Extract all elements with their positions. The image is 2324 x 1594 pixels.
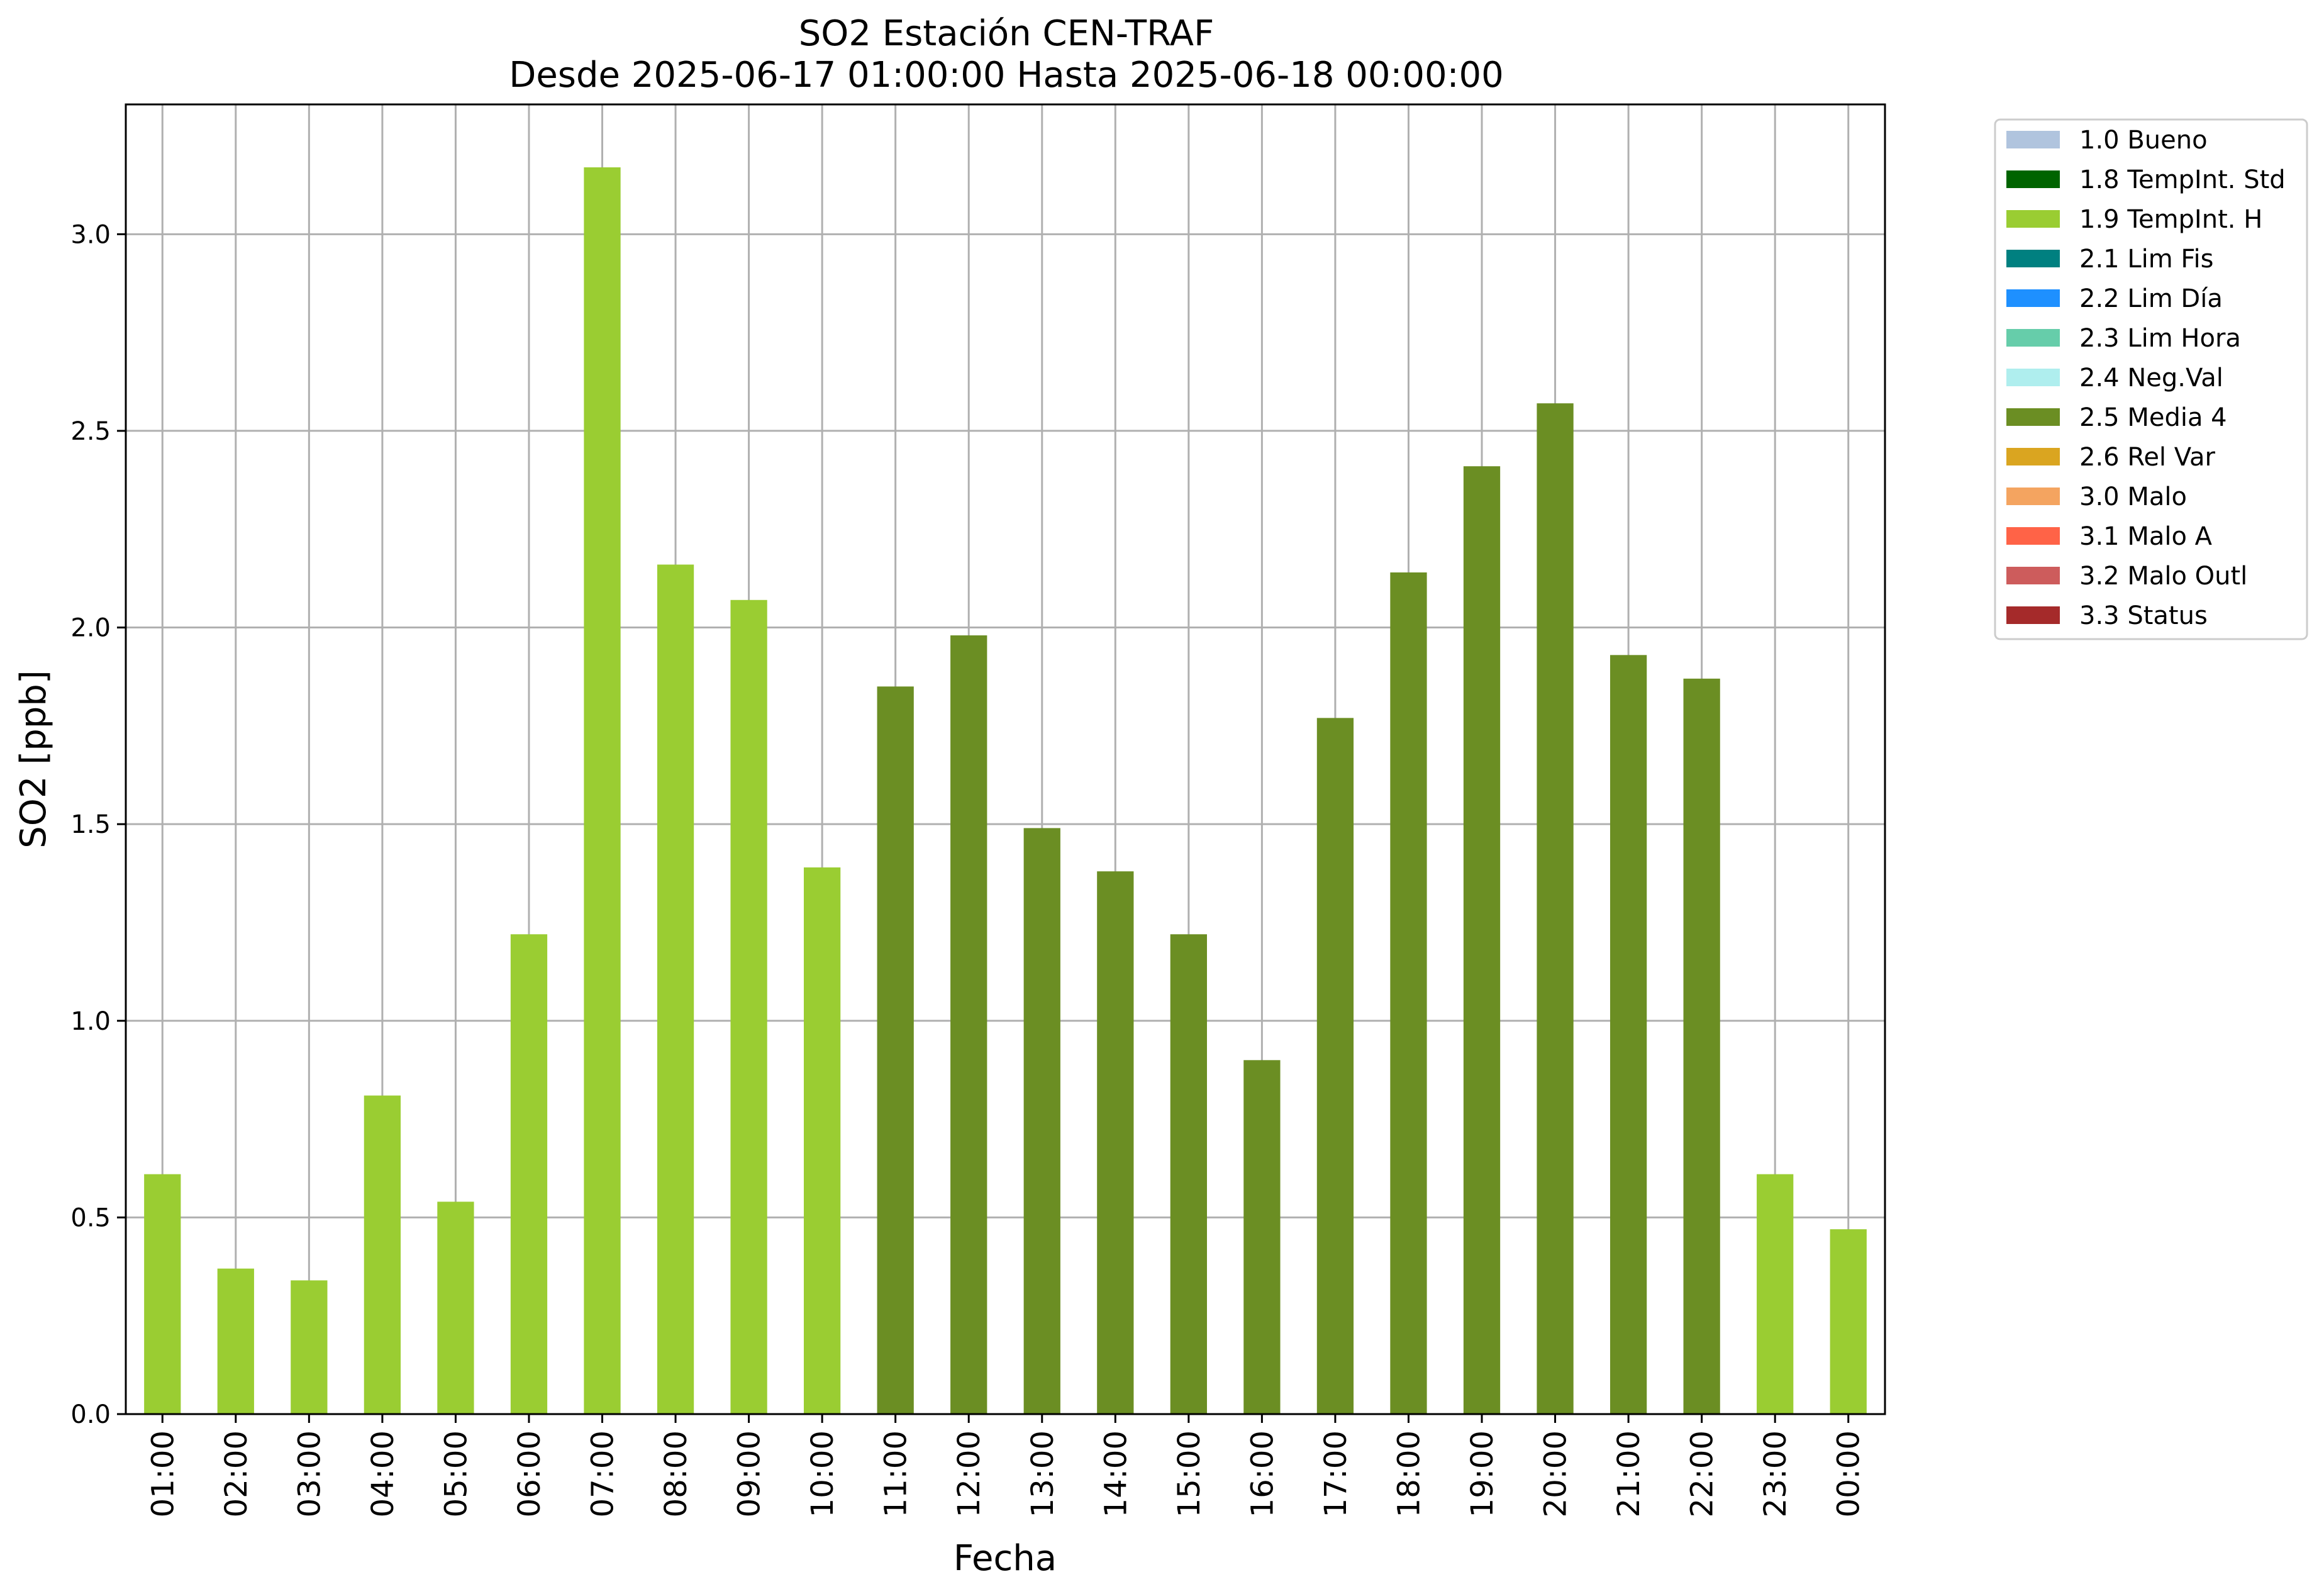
- x-tick-label: 16:00: [1245, 1430, 1280, 1517]
- bar-0600: [510, 934, 548, 1414]
- bar-0500: [437, 1201, 474, 1414]
- chart-subtitle: Desde 2025-06-17 01:00:00 Hasta 2025-06-…: [509, 55, 1504, 96]
- bar-1400: [1097, 871, 1134, 1414]
- legend-label: 2.6 Rel Var: [2079, 443, 2216, 472]
- legend-label: 2.2 Lim Día: [2079, 284, 2223, 313]
- bar-1000: [804, 867, 841, 1414]
- x-tick-label: 05:00: [438, 1430, 474, 1517]
- legend-label: 3.1 Malo A: [2079, 522, 2213, 551]
- legend-swatch: [2006, 131, 2060, 148]
- legend: 1.0 Bueno 1.8 TempInt. Std 1.9 TempInt. H 2…: [1994, 118, 2308, 640]
- legend-swatch: [2006, 289, 2060, 307]
- legend-swatch: [2006, 448, 2060, 465]
- y-tick-label: 2.0: [70, 614, 111, 643]
- legend-swatch: [2006, 606, 2060, 624]
- x-tick-label: 22:00: [1685, 1430, 1720, 1517]
- bar-2000: [1537, 403, 1574, 1414]
- legend-swatch: [2006, 210, 2060, 228]
- x-tick-label: 13:00: [1025, 1430, 1060, 1517]
- y-tick-label: 1.0: [70, 1007, 111, 1036]
- x-tick-label: 19:00: [1465, 1430, 1500, 1517]
- legend-label: 2.5 Media 4: [2079, 403, 2227, 432]
- bar-0100: [144, 1174, 181, 1414]
- x-tick-label: 21:00: [1611, 1430, 1647, 1517]
- legend-swatch: [2006, 329, 2060, 347]
- bar-1200: [950, 635, 987, 1414]
- x-tick-label: 23:00: [1758, 1430, 1793, 1517]
- x-axis-label: Fecha: [954, 1538, 1057, 1579]
- x-tick-label: 10:00: [805, 1430, 840, 1517]
- x-tick-label: 04:00: [365, 1430, 401, 1517]
- y-tick-label: 0.5: [70, 1203, 111, 1232]
- legend-swatch: [2006, 369, 2060, 386]
- y-axis-ticks: 0.0 0.5 1.0 1.5 2.0 2.5 3.0: [70, 220, 126, 1429]
- x-tick-label: 03:00: [292, 1430, 327, 1517]
- bar-0900: [730, 599, 767, 1414]
- bar-1800: [1390, 572, 1427, 1414]
- legend-box: [1994, 118, 2308, 640]
- bar-2100: [1610, 655, 1647, 1414]
- legend-label: 3.3 Status: [2079, 601, 2208, 630]
- x-tick-label: 20:00: [1538, 1430, 1574, 1517]
- legend-label: 2.4 Neg.Val: [2079, 364, 2223, 393]
- legend-items: 1.0 Bueno 1.8 TempInt. Std 1.9 TempInt. H 2…: [2006, 126, 2286, 630]
- legend-swatch: [2006, 250, 2060, 267]
- bar-1300: [1023, 828, 1060, 1414]
- legend-swatch: [2006, 170, 2060, 188]
- legend-label: 1.9 TempInt. H: [2079, 205, 2262, 234]
- x-tick-label: 07:00: [586, 1430, 621, 1517]
- bar-2200: [1683, 678, 1720, 1414]
- y-tick-label: 1.5: [70, 810, 111, 839]
- bar-1700: [1316, 718, 1354, 1414]
- legend-label: 1.8 TempInt. Std: [2079, 165, 2286, 194]
- bar-0300: [291, 1280, 328, 1414]
- legend-label: 3.0 Malo: [2079, 482, 2187, 511]
- legend-label: 2.3 Lim Hora: [2079, 324, 2241, 353]
- x-tick-label: 18:00: [1391, 1430, 1426, 1517]
- x-tick-label: 12:00: [952, 1430, 987, 1517]
- legend-label: 3.2 Malo Outl: [2079, 562, 2247, 591]
- bar-1900: [1463, 466, 1501, 1414]
- x-tick-label: 02:00: [219, 1430, 254, 1517]
- x-tick-label: 15:00: [1172, 1430, 1207, 1517]
- bars: [144, 167, 1867, 1415]
- x-tick-label: 00:00: [1832, 1430, 1867, 1517]
- y-tick-label: 2.5: [70, 417, 111, 446]
- bar-0200: [217, 1268, 254, 1414]
- bar-1500: [1170, 934, 1207, 1414]
- legend-swatch: [2006, 567, 2060, 584]
- chart-title: SO2 Estación CEN-TRAF: [799, 13, 1215, 54]
- bar-0400: [364, 1095, 401, 1414]
- plot-area-frame: [125, 103, 1886, 1415]
- legend-label: 2.1 Lim Fis: [2079, 245, 2213, 274]
- x-tick-label: 06:00: [512, 1430, 547, 1517]
- bar-2300: [1757, 1174, 1794, 1414]
- legend-swatch: [2006, 488, 2060, 505]
- bar-1600: [1243, 1060, 1281, 1414]
- x-tick-label: 14:00: [1098, 1430, 1133, 1517]
- y-axis-label: SO2 [ppb]: [13, 670, 54, 848]
- x-tick-label: 11:00: [879, 1430, 914, 1517]
- x-tick-label: 08:00: [659, 1430, 694, 1517]
- y-tick-label: 3.0: [70, 220, 111, 249]
- x-tick-label: 17:00: [1318, 1430, 1354, 1517]
- legend-swatch: [2006, 527, 2060, 545]
- bar-1100: [877, 686, 914, 1414]
- legend-swatch: [2006, 408, 2060, 426]
- bar-0000: [1830, 1229, 1867, 1414]
- legend-label: 1.0 Bueno: [2079, 126, 2208, 155]
- x-axis-ticks: 01:00 02:00 03:00 04:00 05:00 06:00 07:00 08:00…: [145, 1414, 1867, 1517]
- x-tick-label: 09:00: [732, 1430, 767, 1517]
- x-tick-label: 01:00: [145, 1430, 181, 1517]
- bar-0800: [657, 564, 694, 1415]
- bar-0700: [584, 167, 621, 1415]
- y-tick-label: 0.0: [70, 1400, 111, 1429]
